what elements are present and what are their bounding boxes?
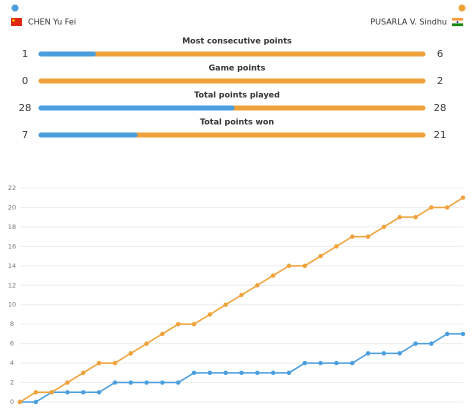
score-point	[302, 263, 307, 269]
score-point	[397, 214, 402, 220]
y-tick-label: 2	[10, 379, 14, 387]
stat-left: 28	[19, 103, 32, 114]
score-point	[365, 351, 371, 356]
score-point	[128, 351, 133, 356]
score-point	[365, 234, 371, 239]
y-tick-label: 18	[8, 223, 16, 231]
score-point	[302, 360, 307, 366]
score-point	[65, 390, 70, 395]
stat-right: 6	[437, 49, 443, 60]
score-point	[144, 341, 149, 346]
score-point	[112, 360, 118, 366]
y-tick-label: 4	[10, 359, 14, 367]
y-tick-label: 22	[8, 184, 16, 192]
score-point	[381, 224, 387, 230]
flag-china	[11, 18, 22, 26]
y-tick-label: 16	[8, 242, 16, 250]
score-point	[96, 360, 102, 366]
player-name: PUSARLA V. Sindhu	[370, 18, 447, 27]
score-point	[444, 331, 450, 337]
flag-india	[451, 18, 464, 27]
stat-right: 2	[437, 76, 443, 87]
score-point	[429, 205, 434, 210]
score-point	[176, 321, 181, 327]
score-point	[81, 370, 86, 376]
y-tick-label: 6	[10, 340, 14, 348]
score-point	[286, 370, 292, 376]
score-point	[33, 390, 39, 395]
stat-label: Game points	[209, 64, 266, 73]
y-tick-label: 14	[8, 262, 16, 270]
player-dot	[458, 4, 466, 12]
score-point	[270, 273, 276, 278]
score-point	[239, 292, 244, 298]
score-point	[255, 370, 260, 376]
score-point	[207, 370, 213, 376]
score-point	[160, 331, 165, 337]
stat-label: Most consecutive points	[182, 37, 292, 46]
player-dot	[11, 4, 19, 12]
score-point	[128, 380, 133, 385]
score-point	[81, 390, 86, 395]
score-point	[350, 234, 355, 239]
score-point	[318, 253, 323, 259]
stat-left: 7	[22, 130, 28, 141]
stat-right: 21	[434, 130, 447, 141]
stat-left: 1	[22, 49, 28, 60]
stat-label: Total points won	[200, 118, 275, 127]
stat-label: Total points played	[194, 91, 280, 100]
score-point	[270, 370, 276, 376]
score-point	[444, 205, 450, 210]
y-tick-label: 0	[10, 398, 14, 406]
score-point	[65, 380, 70, 385]
score-point	[49, 390, 54, 395]
score-point	[239, 370, 244, 376]
stat-left: 0	[22, 76, 28, 87]
y-tick-label: 10	[8, 301, 16, 309]
score-point	[144, 380, 149, 385]
stat-right: 28	[434, 103, 447, 114]
score-point	[318, 360, 323, 366]
score-point	[191, 370, 197, 376]
y-tick-label: 12	[8, 281, 16, 289]
score-point	[413, 341, 418, 346]
score-point	[33, 399, 39, 405]
score-point	[255, 283, 260, 288]
score-point	[381, 351, 387, 356]
score-point	[413, 214, 418, 220]
score-point	[96, 390, 102, 395]
score-point	[160, 380, 165, 385]
score-point	[191, 321, 197, 327]
score-point	[223, 370, 228, 376]
score-point	[334, 244, 339, 249]
score-point	[460, 331, 466, 337]
score-point	[429, 341, 434, 346]
player-name: CHEN Yu Fei	[28, 18, 76, 27]
score-point	[286, 263, 292, 269]
score-point	[223, 302, 228, 307]
score-point	[397, 351, 402, 356]
y-tick-label: 20	[8, 203, 16, 211]
score-point	[17, 399, 23, 405]
score-point	[112, 380, 118, 385]
score-point	[350, 360, 355, 366]
score-point	[334, 360, 339, 366]
score-point	[176, 380, 181, 385]
score-point	[207, 312, 213, 317]
score-point	[460, 195, 466, 200]
y-tick-label: 8	[10, 320, 14, 328]
